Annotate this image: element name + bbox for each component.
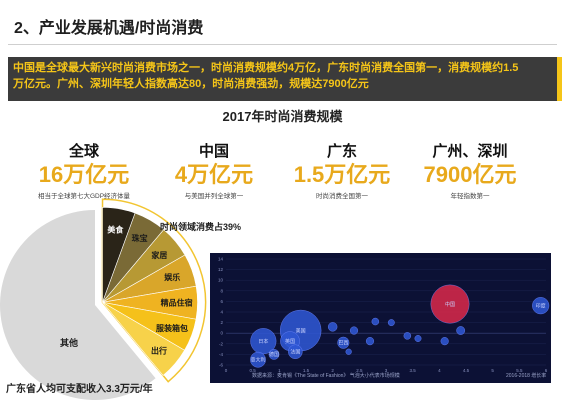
- stat-guangdong: 广东 1.5万亿元 时尚消费全国第一: [272, 140, 412, 200]
- bubble-label: 意大利: [250, 357, 265, 364]
- bubble: [403, 332, 412, 340]
- pie-category-label: 珠宝: [132, 233, 148, 243]
- page-heading: 2、产业发展机遇/时尚消费: [14, 20, 204, 37]
- bubble: [430, 284, 470, 324]
- pie-rest-label: 其他: [60, 337, 78, 348]
- y-tick-label: 10: [218, 278, 224, 283]
- y-tick-label: -6: [219, 363, 223, 368]
- pie-highlight-outline: [101, 198, 207, 383]
- stat-scope: 全球: [68, 143, 99, 160]
- x-tick-label: 0: [225, 368, 228, 373]
- bubble-label: 德国: [269, 351, 279, 358]
- bubble: [337, 336, 350, 349]
- pie-category-label: 美食: [107, 224, 124, 234]
- heading-divider: [8, 44, 557, 45]
- consumption-pie-chart: 美食 珠宝 家居娱乐精品住宿服装箱包出行 其他 时尚领域消费占39%: [0, 190, 330, 400]
- bubble: [440, 337, 449, 346]
- x-tick-label: 1: [278, 368, 281, 373]
- x-tick-label: 3: [385, 368, 388, 373]
- bubble: [268, 349, 280, 360]
- bubble: [250, 351, 266, 368]
- pie-share-label: 时尚领域消费占39%: [160, 221, 241, 232]
- bubble: [532, 297, 550, 315]
- stat-scope: 广东: [326, 143, 357, 160]
- x-tick-label: 3.5: [410, 368, 417, 373]
- bubble-label: 日本: [258, 338, 268, 345]
- y-tick-label: 0: [220, 331, 223, 336]
- stat-note: 与美国并列全球第一: [184, 193, 244, 200]
- x-tick-label: 6: [545, 368, 548, 373]
- bubble-corner-label: 2016-2018 增长率: [506, 373, 547, 379]
- y-tick-label: 14: [218, 257, 224, 262]
- x-tick-label: 2.5: [356, 368, 363, 373]
- chart-title: 2017年时尚消费规模: [222, 109, 343, 124]
- x-tick-label: 4.5: [463, 368, 470, 373]
- y-tick-label: -4: [219, 352, 223, 357]
- y-tick-label: -2: [219, 341, 223, 346]
- stat-value: 7900亿元: [423, 162, 517, 187]
- x-tick-label: 0.5: [250, 368, 257, 373]
- bubble-chart-panel: 14 12 10 8 6 4 2 0 -2 -4 -6 0 0.5 1 1.5 2 2.5 3 3.5 4 4.5 5 5.…: [210, 253, 551, 383]
- bubble: [414, 335, 422, 342]
- pie-category-label: 出行: [151, 345, 167, 355]
- stat-value: 16万亿元: [38, 162, 130, 187]
- summary-banner: 中国是全球最大新兴时尚消费市场之一，时尚消费规模约4万亿，广东时尚消费全国第一，…: [8, 57, 562, 101]
- bubble: [288, 344, 303, 359]
- stat-value: 4万亿元: [174, 162, 254, 187]
- bubble-label: 印度: [536, 302, 546, 309]
- bubble: [349, 326, 359, 335]
- bubble: [345, 348, 352, 355]
- banner-line-1: 中国是全球最大新兴时尚消费市场之一，时尚消费规模约4万亿，广东时尚消费全国第一，…: [13, 62, 519, 74]
- bubble: [327, 322, 338, 332]
- bubble: [456, 326, 466, 335]
- y-tick-label: 6: [220, 299, 223, 304]
- stat-note: 时尚消费全国第一: [316, 193, 368, 200]
- x-tick-label: 1.5: [303, 368, 310, 373]
- x-tick-label: 5: [491, 368, 494, 373]
- stat-china: 中国 4万亿元 与美国并列全球第一: [144, 140, 284, 200]
- bubble-label: 美国: [296, 327, 306, 334]
- bubble-label: 巴西: [338, 341, 348, 347]
- x-tick-label: 5.5: [516, 368, 523, 373]
- stat-guangzhou-shenzhen: 广州、深圳 7900亿元 年轻指数第一: [400, 140, 540, 200]
- pie-slice-rest: [0, 210, 156, 400]
- stat-note: 年轻指数第一: [450, 193, 490, 200]
- stat-scope: 广州、深圳: [432, 143, 508, 160]
- y-tick-label: 12: [218, 267, 224, 272]
- pie-slice-6: [102, 302, 185, 376]
- bubble: [371, 317, 380, 326]
- pie-category-label: 精品住宿: [161, 298, 193, 308]
- pie-category-label: 家居: [151, 250, 167, 260]
- banner-line-2: 万亿元。广州、深圳年轻人指数高达80，时尚消费强劲，规模达7900亿元: [13, 78, 369, 90]
- stat-value: 1.5万亿元: [293, 162, 391, 187]
- pie-category-label: 服装箱包: [156, 323, 188, 333]
- bubble-label: 英国: [285, 338, 295, 345]
- pie-caption: 广东省人均可支配收入3.3万元/年: [6, 384, 153, 395]
- stat-note: 相当于全球第七大GDP经济体量: [37, 193, 131, 200]
- y-tick-label: 8: [220, 288, 223, 293]
- stat-scope: 中国: [198, 143, 229, 160]
- bubble-label: 中国: [445, 301, 455, 308]
- y-tick-label: 2: [220, 320, 223, 325]
- bubble: [387, 319, 395, 327]
- y-tick-label: 4: [220, 310, 223, 315]
- bubble-footer: 数据来源：麦肯锡《The State of Fashion》 气泡大小代表市场规…: [252, 373, 400, 379]
- pie-category-label: 娱乐: [164, 272, 180, 282]
- stat-global: 全球 16万亿元 相当于全球第七大GDP经济体量: [14, 140, 154, 200]
- x-tick-label: 2: [331, 368, 334, 373]
- bubble: [365, 337, 375, 346]
- x-tick-label: 4: [438, 368, 441, 373]
- bubble-label: 法国: [290, 349, 300, 356]
